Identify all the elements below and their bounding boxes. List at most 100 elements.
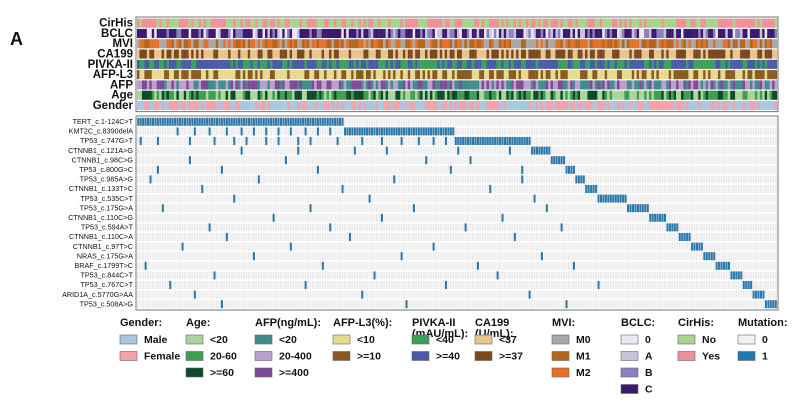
mutation-cell bbox=[240, 127, 243, 136]
clinical-cell bbox=[715, 39, 719, 49]
clinical-cell bbox=[363, 59, 367, 69]
clinical-cell bbox=[698, 59, 701, 69]
clinical-cell bbox=[282, 70, 285, 80]
clinical-cell bbox=[218, 28, 221, 38]
clinical-cell bbox=[415, 70, 418, 80]
clinical-cell bbox=[565, 28, 568, 38]
clinical-cell bbox=[383, 101, 386, 111]
clinical-cell bbox=[774, 90, 778, 100]
mutation-cell bbox=[548, 146, 551, 155]
clinical-cell bbox=[351, 59, 354, 69]
clinical-cell bbox=[353, 59, 357, 69]
clinical-cell bbox=[178, 49, 182, 59]
clinical-cell bbox=[469, 90, 472, 100]
clinical-cell bbox=[666, 80, 669, 90]
clinical-cell bbox=[233, 49, 236, 59]
clinical-cell bbox=[159, 70, 162, 80]
clinical-cell bbox=[511, 28, 514, 38]
mutation-cell bbox=[380, 127, 383, 136]
clinical-cell bbox=[181, 49, 184, 59]
clinical-cell bbox=[474, 80, 477, 90]
clinical-cell bbox=[220, 59, 224, 69]
clinical-cell bbox=[752, 80, 755, 90]
clinical-cell bbox=[525, 49, 529, 59]
clinical-cell bbox=[173, 28, 177, 38]
mutation-cell bbox=[727, 261, 731, 270]
mutation-cell bbox=[188, 156, 191, 165]
clinical-cell bbox=[474, 70, 477, 80]
clinical-cell bbox=[326, 70, 330, 80]
clinical-cell bbox=[550, 70, 554, 80]
clinical-cell bbox=[513, 28, 517, 38]
clinical-cell bbox=[395, 70, 399, 80]
clinical-cell bbox=[717, 59, 721, 69]
clinical-cell bbox=[402, 59, 406, 69]
clinical-cell bbox=[267, 59, 271, 69]
clinical-cell bbox=[230, 49, 234, 59]
clinical-cell bbox=[432, 49, 435, 59]
clinical-cell bbox=[415, 80, 418, 90]
clinical-cell bbox=[717, 28, 721, 38]
clinical-label-age: Age bbox=[111, 90, 133, 102]
clinical-cell bbox=[646, 49, 650, 59]
clinical-cell bbox=[533, 28, 536, 38]
mutation-cell bbox=[609, 194, 612, 203]
clinical-cell bbox=[373, 18, 376, 28]
clinical-cell bbox=[461, 28, 465, 38]
clinical-cell bbox=[624, 28, 627, 38]
clinical-cell bbox=[644, 101, 647, 111]
clinical-cell bbox=[553, 49, 556, 59]
clinical-cell bbox=[289, 101, 293, 111]
clinical-cell bbox=[540, 101, 544, 111]
clinical-cell bbox=[225, 101, 229, 111]
mutation-cell bbox=[309, 137, 312, 145]
clinical-cell bbox=[491, 18, 495, 28]
clinical-cell bbox=[501, 70, 504, 80]
clinical-cell bbox=[223, 28, 226, 38]
mutation-cell bbox=[201, 185, 204, 193]
clinical-cell bbox=[311, 80, 315, 90]
clinical-cell bbox=[139, 80, 143, 90]
mutation-cell bbox=[282, 117, 285, 126]
clinical-cell bbox=[673, 39, 677, 49]
clinical-label-pivka-ii: PIVKA-II bbox=[88, 59, 133, 71]
clinical-cell bbox=[471, 90, 475, 100]
clinical-cell bbox=[543, 49, 546, 59]
clinical-cell bbox=[375, 80, 379, 90]
clinical-cell bbox=[666, 18, 669, 28]
clinical-cell bbox=[173, 39, 177, 49]
clinical-cell bbox=[681, 90, 684, 100]
clinical-cell bbox=[543, 70, 546, 80]
clinical-cell bbox=[732, 39, 736, 49]
mutation-cell bbox=[183, 117, 187, 126]
clinical-cell bbox=[668, 80, 672, 90]
clinical-cell bbox=[557, 59, 561, 69]
clinical-cell bbox=[397, 59, 401, 69]
clinical-cell bbox=[181, 39, 184, 49]
clinical-cell bbox=[304, 59, 307, 69]
clinical-cell bbox=[725, 70, 728, 80]
clinical-cell bbox=[491, 80, 495, 90]
clinical-cell bbox=[685, 90, 689, 100]
clinical-cell bbox=[479, 90, 482, 100]
clinical-cell bbox=[287, 80, 290, 90]
clinical-track-labels: CirHisBCLCMVICA199PIVKA-IIAFP-L3AFPAgeGe… bbox=[88, 18, 134, 112]
clinical-cell bbox=[501, 59, 504, 69]
clinical-cell bbox=[722, 18, 726, 28]
clinical-cell bbox=[585, 70, 588, 80]
clinical-cell bbox=[607, 59, 610, 69]
mutation-cell bbox=[161, 204, 164, 213]
clinical-cell bbox=[508, 39, 512, 49]
clinical-cell bbox=[324, 39, 327, 49]
clinical-cell bbox=[279, 49, 283, 59]
clinical-cell bbox=[597, 59, 600, 69]
clinical-cell bbox=[690, 18, 694, 28]
clinical-cell bbox=[530, 59, 534, 69]
clinical-cell bbox=[636, 28, 640, 38]
clinical-cell bbox=[506, 80, 509, 90]
clinical-cell bbox=[681, 49, 684, 59]
clinical-cell bbox=[646, 70, 650, 80]
clinical-cell bbox=[284, 49, 288, 59]
clinical-cell bbox=[592, 28, 595, 38]
clinical-cell bbox=[269, 90, 273, 100]
